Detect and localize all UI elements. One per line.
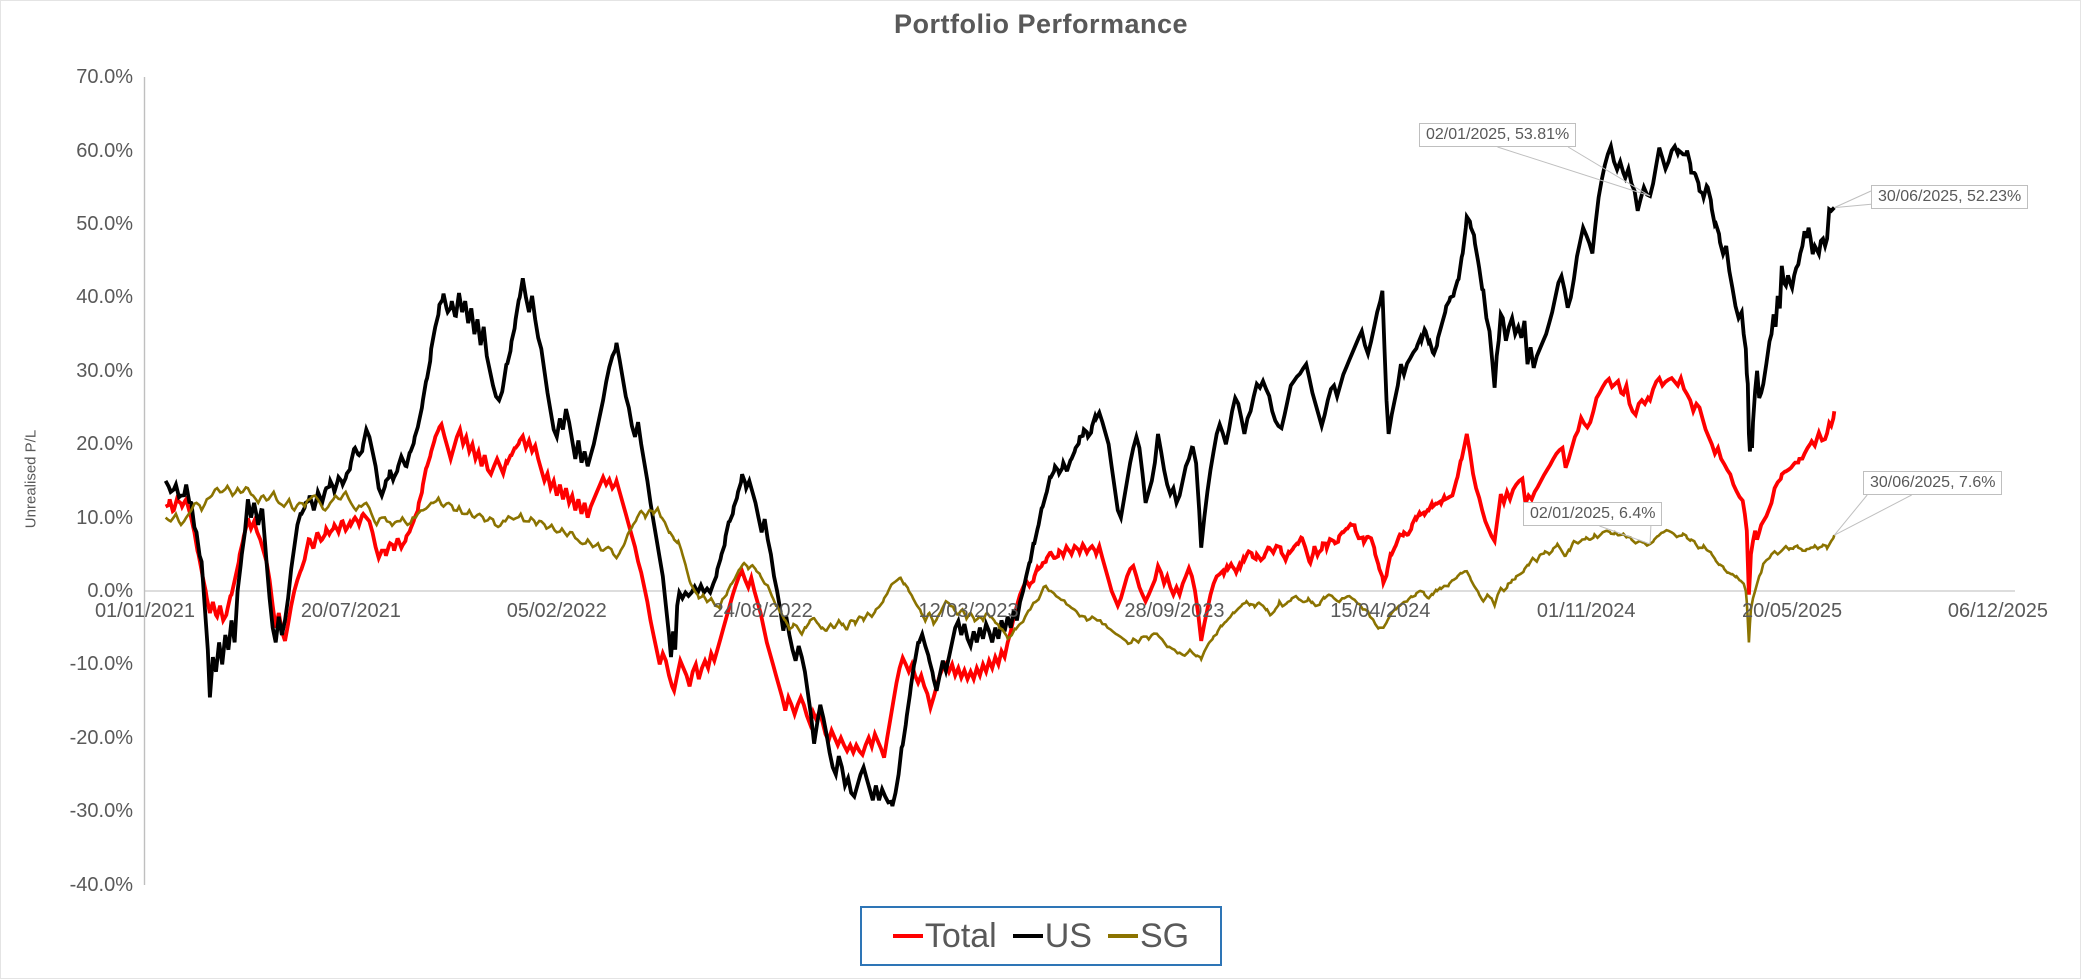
y-tick-label: 70.0% <box>76 66 133 89</box>
y-tick-label: 30.0% <box>76 359 133 382</box>
data-label-callout[interactable]: 02/01/2025, 6.4% <box>1523 502 1663 526</box>
legend-item-sg[interactable]: SG <box>1107 916 1190 956</box>
legend[interactable]: Total US SG <box>860 906 1222 966</box>
y-tick-label: 60.0% <box>76 139 133 162</box>
legend-item-label: SG <box>1139 916 1190 955</box>
data-label-callout[interactable]: 30/06/2025, 7.6% <box>1863 471 2003 495</box>
x-tick-label: 06/12/2025 <box>1947 600 2049 622</box>
y-tick-label: -10.0% <box>69 653 133 676</box>
legend-dash-icon <box>1012 933 1043 939</box>
x-tick-label: 01/11/2024 <box>1536 600 1636 622</box>
legend-item-total[interactable]: Total <box>892 916 997 956</box>
x-tick-label: 24/08/2022 <box>712 600 813 622</box>
legend-dash-icon <box>892 933 923 939</box>
y-tick-label: -20.0% <box>69 726 133 749</box>
callout-leader-line <box>1497 146 1651 197</box>
x-tick-label: 12/03/2023 <box>918 600 1019 622</box>
series-line-us[interactable] <box>163 139 1836 807</box>
y-tick-label: 20.0% <box>76 433 133 456</box>
x-tick-label: 05/02/2022 <box>506 600 607 622</box>
x-tick-label: 20/05/2025 <box>1742 600 1843 622</box>
callout-leader-line <box>1567 146 1651 197</box>
callout-leader-line <box>1833 494 1868 536</box>
y-tick-label: 50.0% <box>76 213 133 235</box>
y-tick-label: 40.0% <box>76 286 133 309</box>
series-line-sg[interactable] <box>164 483 1836 663</box>
legend-item-label: Total <box>924 916 997 955</box>
chart-title[interactable]: Portfolio Performance <box>893 9 1189 39</box>
x-tick-label: 28/09/2023 <box>1124 600 1225 622</box>
legend-dash-icon <box>1107 933 1138 939</box>
y-tick-label: -30.0% <box>69 800 133 823</box>
x-tick-label: 15/04/2024 <box>1330 600 1431 622</box>
x-tick-label: 20/07/2021 <box>300 600 401 622</box>
data-label-callout[interactable]: 02/01/2025, 53.81% <box>1419 123 1577 147</box>
legend-item-us[interactable]: US <box>1012 916 1092 956</box>
callout-leader-line <box>1834 494 1912 536</box>
series-line-total[interactable] <box>164 372 1837 759</box>
callout-leader-line <box>1834 190 1872 209</box>
y-tick-label: 10.0% <box>76 506 133 529</box>
legend-item-label: US <box>1044 916 1092 955</box>
callout-leader-line <box>1599 525 1651 545</box>
data-label-callout[interactable]: 30/06/2025, 52.23% <box>1871 185 2029 209</box>
x-tick-label: 01/01/2021 <box>94 600 196 622</box>
callout-leader-line <box>1649 525 1652 545</box>
callout-leader-line <box>1834 203 1872 209</box>
y-tick-label: -40.0% <box>69 873 133 896</box>
y-tick-label: 0.0% <box>87 580 133 602</box>
